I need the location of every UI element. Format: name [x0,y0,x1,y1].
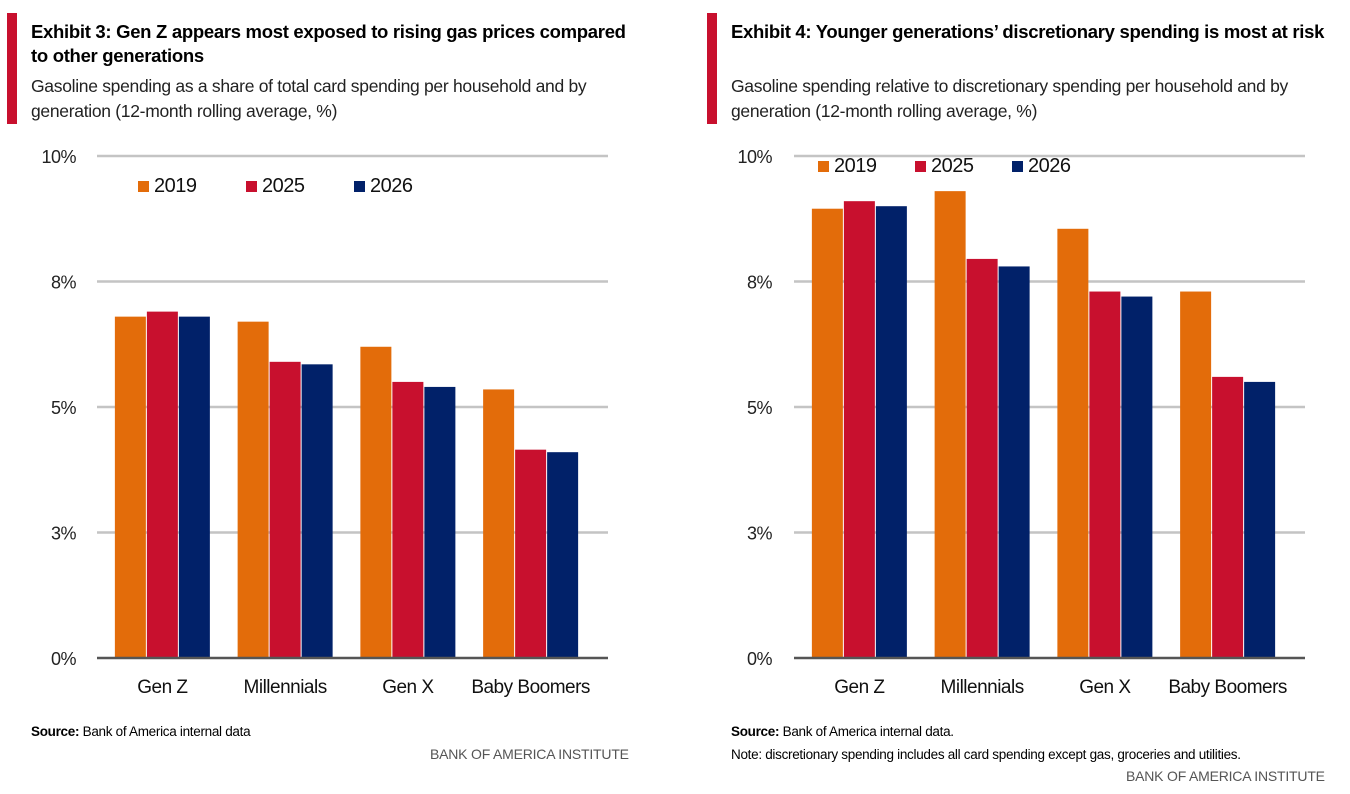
bar-2026 [424,386,456,658]
x-tick-label: Millennials [941,677,1024,698]
bar-2025 [1089,291,1121,658]
bar-2019 [114,316,146,658]
chart-title: Exhibit 3: Gen Z appears most exposed to… [31,21,626,66]
chart-subtitle: Gasoline spending relative to discretion… [731,76,1288,121]
bar-2025 [966,258,998,658]
legend-label-2019: 2019 [154,175,197,197]
x-tick-label: Baby Boomers [1168,677,1287,698]
source-note: Source: Bank of America internal data [31,724,251,739]
footnote: Note: discretionary spending includes al… [731,747,1241,762]
legend-swatch-2026 [1012,161,1023,172]
accent-bar [7,13,17,124]
y-tick-label: 10% [41,147,76,167]
x-tick-label: Gen X [382,677,434,698]
legend-swatch-2019 [818,161,829,172]
exhibit-3-panel: Exhibit 3: Gen Z appears most exposed to… [0,0,660,794]
source-text: Bank of America internal data [82,724,251,739]
bar-2019 [360,346,392,658]
source-text: Bank of America internal data. [782,724,954,739]
y-tick-label: 5% [51,398,77,418]
bar-2019 [934,191,966,658]
x-tick-label: Gen Z [137,677,188,698]
bar-2025 [1212,376,1244,658]
legend-label-2025: 2025 [931,155,974,177]
y-tick-label: 5% [747,398,773,418]
chart-title: Exhibit 4: Younger generations’ discreti… [731,21,1325,42]
source-label: Source: [31,724,80,739]
exhibit-4-panel: Exhibit 4: Younger generations’ discreti… [700,0,1350,794]
y-tick-label: 3% [51,524,77,544]
legend-label-2019: 2019 [834,155,877,177]
y-tick-label: 0% [747,649,773,669]
bar-2025 [269,361,301,658]
legend-swatch-2025 [246,181,257,192]
y-tick-label: 0% [51,649,77,669]
bar-2026 [547,452,579,658]
y-tick-label: 8% [747,273,773,293]
exhibit-4-chart: 0% 3% 5% 8% 10% Gen Z Millennials Gen X Baby Boo… [737,147,1305,698]
bar-2019 [483,389,515,658]
brand-label: BANK OF AMERICA INSTITUTE [430,746,629,762]
bar-2019 [237,321,269,658]
legend-swatch-2025 [915,161,926,172]
bar-2019 [811,208,843,658]
chart-subtitle: Gasoline spending as a share of total ca… [31,76,587,121]
bar-2019 [1180,291,1212,658]
legend-swatch-2019 [138,181,149,192]
x-tick-label: Gen X [1079,677,1131,698]
bar-2026 [1244,381,1276,658]
bar-2026 [875,206,907,658]
bar-2026 [998,266,1030,658]
legend-label-2026: 2026 [370,175,413,197]
brand-label: BANK OF AMERICA INSTITUTE [1126,768,1325,784]
y-tick-label: 8% [51,273,77,293]
source-label: Source: [731,724,780,739]
legend-swatch-2026 [354,181,365,192]
x-tick-label: Gen Z [834,677,885,698]
bar-2025 [146,311,178,658]
bar-2025 [515,449,547,658]
x-tick-label: Baby Boomers [471,677,590,698]
y-tick-label: 10% [737,147,772,167]
x-tick-label: Millennials [244,677,327,698]
bar-2026 [178,316,210,658]
bar-2026 [1121,296,1153,658]
exhibit-3-chart: 0% 3% 5% 8% 10% Gen Z Millennials Gen X Baby Boo… [41,147,608,698]
legend-label-2025: 2025 [262,175,305,197]
bar-2025 [843,201,875,658]
accent-bar [707,13,717,124]
bar-2026 [301,364,333,658]
bar-2025 [392,381,424,658]
bar-2019 [1057,228,1089,658]
source-note: Source: Bank of America internal data. [731,724,954,739]
y-tick-label: 3% [747,524,773,544]
legend-label-2026: 2026 [1028,155,1071,177]
